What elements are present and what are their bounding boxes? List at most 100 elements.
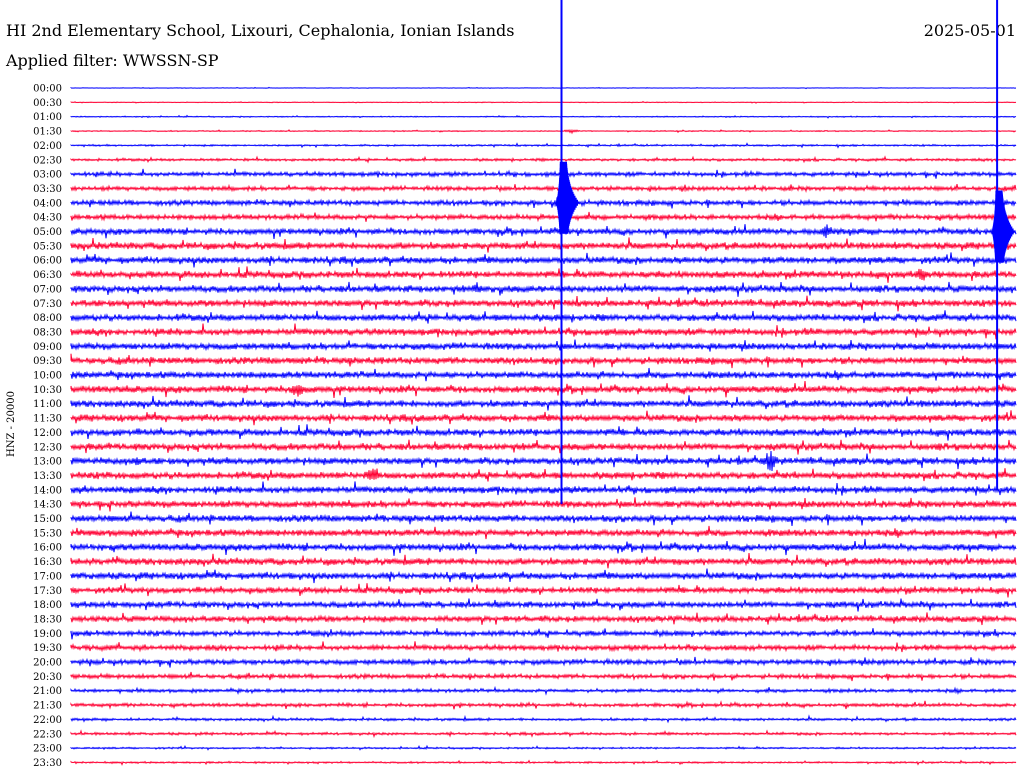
row-time-label: 17:30 xyxy=(33,586,62,597)
trace-row xyxy=(70,224,1017,240)
row-time-label: 01:30 xyxy=(33,127,62,138)
trace-row xyxy=(70,538,1017,556)
trace-row xyxy=(70,511,1017,527)
trace-row xyxy=(70,281,1017,297)
trace-row xyxy=(70,353,1017,369)
row-time-label: 06:30 xyxy=(33,270,62,281)
trace-row xyxy=(70,155,1017,164)
date-label: 2025-05-01 xyxy=(924,21,1016,40)
trace-row xyxy=(70,656,1017,668)
row-time-label: 13:00 xyxy=(33,457,62,468)
trace-row xyxy=(70,142,1017,149)
trace-row xyxy=(70,714,1017,724)
trace-row xyxy=(70,612,1017,626)
trace-row xyxy=(70,671,1017,682)
row-time-label: 15:00 xyxy=(33,514,62,525)
trace-row xyxy=(70,192,1017,211)
row-time-label: 20:00 xyxy=(33,658,62,669)
row-time-label: 15:30 xyxy=(33,528,62,539)
row-time-label: 14:00 xyxy=(33,485,62,496)
trace-row xyxy=(70,295,1017,312)
trace-row xyxy=(70,598,1017,612)
large-event-peak xyxy=(556,161,580,234)
large-events xyxy=(556,0,1016,505)
row-time-label: 08:00 xyxy=(33,313,62,324)
trace-row xyxy=(70,211,1017,223)
row-time-label: 17:00 xyxy=(33,571,62,582)
row-time-label: 19:30 xyxy=(33,643,62,654)
trace-row xyxy=(70,252,1017,268)
trace-row xyxy=(70,700,1017,710)
trace-row xyxy=(70,481,1017,496)
row-time-label: 10:30 xyxy=(33,385,62,396)
trace-row xyxy=(70,128,1017,135)
row-time-label: 00:30 xyxy=(33,98,62,109)
row-time-label: 03:30 xyxy=(33,184,62,195)
row-time-label: 02:00 xyxy=(33,141,62,152)
trace-row xyxy=(70,237,1017,253)
row-labels: 00:00 00:30 01:00 01:30 02:00 02:30 03:00 03:30… xyxy=(33,84,62,769)
traces xyxy=(70,86,1017,766)
trace-row xyxy=(70,100,1017,104)
trace-row xyxy=(70,525,1017,540)
trace-row xyxy=(70,424,1017,441)
trace-row xyxy=(70,568,1017,584)
row-time-label: 18:00 xyxy=(33,600,62,611)
row-time-label: 21:00 xyxy=(33,686,62,697)
row-time-label: 07:00 xyxy=(33,284,62,295)
row-time-label: 11:30 xyxy=(33,414,62,425)
trace-row xyxy=(70,168,1017,179)
row-time-label: 07:30 xyxy=(33,299,62,310)
trace-row xyxy=(70,553,1017,569)
row-time-label: 22:00 xyxy=(33,715,62,726)
row-time-label: 21:30 xyxy=(33,701,62,712)
trace-row xyxy=(70,583,1017,598)
trace-row xyxy=(70,395,1017,411)
trace-row xyxy=(70,380,1017,398)
trace-row xyxy=(70,310,1017,324)
trace-row xyxy=(70,450,1017,472)
row-time-label: 09:00 xyxy=(33,342,62,353)
trace-row xyxy=(70,744,1017,751)
trace-row xyxy=(70,410,1017,426)
row-time-label: 13:30 xyxy=(33,471,62,482)
trace-row xyxy=(70,641,1017,653)
large-event-peak xyxy=(991,190,1016,263)
trace-row xyxy=(70,266,1017,283)
row-time-label: 19:00 xyxy=(33,629,62,640)
row-time-label: 09:30 xyxy=(33,356,62,367)
row-time-label: 11:00 xyxy=(33,399,62,410)
trace-row xyxy=(70,628,1017,640)
trace-row xyxy=(70,183,1017,194)
row-time-label: 16:30 xyxy=(33,557,62,568)
row-time-label: 10:00 xyxy=(33,371,62,382)
row-time-label: 04:30 xyxy=(33,213,62,224)
trace-row xyxy=(70,339,1017,352)
trace-row xyxy=(70,729,1017,739)
row-time-label: 22:30 xyxy=(33,729,62,740)
row-time-label: 02:30 xyxy=(33,155,62,166)
station-title: HI 2nd Elementary School, Lixouri, Cepha… xyxy=(6,21,514,40)
row-time-label: 05:00 xyxy=(33,227,62,238)
row-time-label: 00:00 xyxy=(33,84,62,95)
row-time-label: 12:00 xyxy=(33,428,62,439)
row-time-label: 12:30 xyxy=(33,442,62,453)
trace-row xyxy=(70,497,1017,512)
trace-row xyxy=(70,367,1017,382)
row-time-label: 23:30 xyxy=(33,758,62,769)
row-time-label: 14:30 xyxy=(33,500,62,511)
row-time-label: 06:00 xyxy=(33,256,62,267)
row-time-label: 01:00 xyxy=(33,112,62,123)
trace-row xyxy=(70,685,1017,696)
row-time-label: 03:00 xyxy=(33,170,62,181)
row-time-label: 18:30 xyxy=(33,614,62,625)
trace-row xyxy=(70,86,1017,90)
filter-label: Applied filter: WWSSN-SP xyxy=(5,51,219,70)
y-axis-label: HNZ - 20000 xyxy=(6,391,17,457)
row-time-label: 08:30 xyxy=(33,327,62,338)
trace-row xyxy=(70,759,1017,766)
trace-row xyxy=(70,323,1017,340)
trace-row xyxy=(70,468,1017,482)
trace-row xyxy=(70,114,1017,119)
